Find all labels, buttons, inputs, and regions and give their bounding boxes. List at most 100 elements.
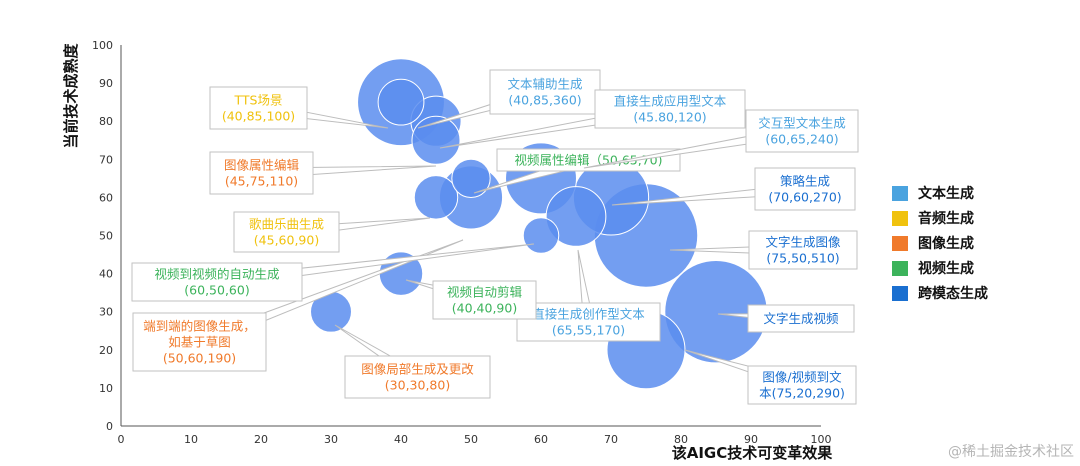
callout-label: (50,60,190): [163, 351, 236, 366]
x-tick-label: 20: [254, 433, 268, 446]
y-ticks: 0 10 20 30 40 50 60 70 80 90 100: [92, 39, 113, 433]
y-tick-label: 60: [99, 191, 113, 204]
y-tick-label: 100: [92, 39, 113, 52]
callout-box: [748, 230, 858, 270]
y-tick-label: 10: [99, 382, 113, 395]
y-tick-label: 50: [99, 230, 113, 243]
callout-label: 图像局部生成及更改: [361, 362, 474, 377]
callout-label: 视频到视频的自动生成: [154, 267, 279, 282]
callout-box: [432, 280, 537, 320]
axes: 0 10 20 30 40 50 60 70 80 90 100 0 10 20 30 40 50 60 70 80…: [62, 39, 833, 462]
callout-box: [344, 355, 491, 399]
callout: 图像局部生成及更改(30,30,80): [334, 324, 491, 399]
y-tick-label: 70: [99, 153, 113, 166]
legend-swatch: [892, 211, 908, 226]
callout: 端到端的图像生成，如基于草图(50,60,190): [132, 239, 464, 372]
callout: 策略生成(70,60,270): [611, 167, 856, 211]
x-tick-label: 50: [464, 433, 478, 446]
x-tick-label: 60: [534, 433, 548, 446]
watermark: @稀土掘金技术社区: [948, 444, 1074, 460]
callout-box: [754, 167, 856, 211]
callout-label: 文字生成视频: [763, 311, 839, 326]
legend-label: 图像生成: [918, 235, 974, 252]
callout: 歌曲乐曲生成(45,60,90): [233, 211, 431, 253]
legend-label: 跨模态生成: [918, 285, 988, 302]
callout-label: (40,40,90): [452, 301, 517, 316]
callout-label: 策略生成: [780, 174, 830, 189]
callout-label: 歌曲乐曲生成: [249, 217, 324, 232]
x-tick-label: 100: [811, 433, 832, 446]
x-tick-label: 0: [118, 433, 125, 446]
callout-label: 图像属性编辑: [224, 158, 299, 173]
callout-box: [747, 365, 857, 405]
callout-label: (30,30,80): [385, 378, 450, 393]
callout-label: (60,50,60): [184, 283, 249, 298]
y-tick-label: 30: [99, 306, 113, 319]
callout-box: [516, 302, 661, 342]
callout: 文字生成图像(75,50,510): [669, 230, 858, 270]
callout: 文本辅助生成(40,85,360): [417, 69, 601, 129]
bubble: [545, 186, 607, 247]
bubble: [522, 217, 560, 254]
callout-box: [594, 89, 746, 129]
callout: 图像属性编辑(45,75,110): [209, 151, 437, 195]
callout-label: 视频属性编辑（50,65,70): [514, 153, 662, 168]
x-tick-label: 10: [184, 433, 198, 446]
x-tick-label: 40: [394, 433, 408, 446]
legend-swatch: [892, 286, 908, 301]
callout-layer: 文本辅助生成(40,85,360) TTS场景(40,85,100) 直接生成应用型…: [131, 69, 859, 405]
callout-label: 文字生成图像: [765, 235, 841, 250]
callout-label: (40,85,360): [508, 93, 581, 108]
callout-box: [747, 304, 855, 333]
callout-label: (60,65,240): [765, 132, 838, 147]
callout-label: (70,60,270): [768, 190, 841, 205]
bubble-layer: [310, 58, 768, 390]
callout-box: [745, 109, 859, 153]
callout-label: TTS场景: [234, 93, 283, 108]
legend-swatch: [892, 261, 908, 276]
y-tick-label: 90: [99, 77, 113, 90]
legend-swatch: [892, 186, 908, 201]
callout-box: [131, 262, 303, 302]
bubble: [411, 115, 461, 165]
legend-label: 视频生成: [918, 260, 974, 277]
x-tick-label: 30: [324, 433, 338, 446]
bubble: [451, 158, 491, 199]
callout: 视频自动剪辑(40,40,90): [405, 279, 537, 320]
callout: 视频到视频的自动生成(60,50,60): [131, 243, 535, 302]
callout-label: 文本辅助生成: [507, 77, 582, 92]
callout: 直接生成应用型文本(45.80,120): [439, 89, 746, 149]
callout-label: 直接生成应用型文本: [614, 94, 727, 109]
callout-label: 直接生成创作型文本: [532, 307, 645, 322]
callout-label: 如基于草图: [168, 335, 231, 350]
bubble: [413, 175, 459, 220]
x-ticks: 0 10 20 30 40 50 60 70 80 90 100: [118, 433, 832, 446]
y-tick-label: 0: [106, 420, 113, 433]
x-axis-title: 该AIGC技术可变革效果: [672, 444, 834, 462]
callout-label: 本(75,20,290): [759, 386, 845, 401]
legend-label: 音频生成: [918, 210, 974, 227]
y-tick-label: 80: [99, 115, 113, 128]
x-tick-label: 70: [604, 433, 618, 446]
callout-label: 交互型文本生成: [758, 116, 846, 131]
callout: TTS场景(40,85,100): [209, 86, 389, 130]
callout-box: [233, 211, 340, 253]
callout-label: 端到端的图像生成，: [143, 319, 256, 334]
x-tick-label: 80: [674, 433, 688, 446]
callout-label: 图像/视频到文: [762, 370, 842, 385]
callout-box: [209, 86, 308, 130]
callout: 文字生成视频: [717, 304, 855, 333]
x-tick-label: 90: [744, 433, 758, 446]
callout: 交互型文本生成(60,65,240): [583, 109, 859, 169]
callout-label: (40,85,100): [222, 109, 295, 124]
callout-label: (45,60,90): [254, 233, 319, 248]
y-axis-title: 当前技术成熟度: [62, 43, 80, 149]
legend-label: 文本生成: [918, 185, 974, 202]
callout-label: 视频自动剪辑: [447, 285, 522, 300]
callout-label: (75,50,510): [766, 251, 839, 266]
callout-box: [132, 312, 267, 372]
bubble: [377, 78, 425, 126]
callout-label: (65,55,170): [552, 323, 625, 338]
